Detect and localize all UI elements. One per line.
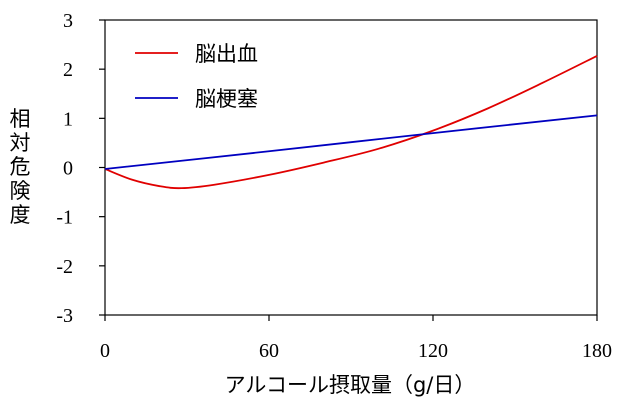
y-tick-label: 1 <box>63 108 73 130</box>
y-tick-label: -2 <box>56 256 73 278</box>
plot-border <box>104 19 598 316</box>
legend-label-1: 脳梗塞 <box>195 87 258 111</box>
series-lines <box>104 55 598 190</box>
y-tick-label: -3 <box>56 305 73 327</box>
y-tick-label: 3 <box>63 10 73 32</box>
x-tick-label: 180 <box>582 340 612 362</box>
legend-label-0: 脳出血 <box>195 42 258 66</box>
y-axis-title: 相対危険度 <box>10 107 31 227</box>
y-axis-title-text: 相対危険度 <box>10 107 31 227</box>
x-tick-label: 120 <box>418 340 448 362</box>
y-axis: 3 2 1 0 -1 -2 -3 <box>56 10 105 327</box>
y-tick-label: -1 <box>56 207 73 229</box>
x-tick-label: 0 <box>100 340 110 362</box>
plot-area <box>104 19 598 316</box>
x-tick-label: 60 <box>259 340 279 362</box>
y-tick-label: 0 <box>63 158 73 180</box>
series-line-1 <box>104 114 598 170</box>
x-axis-title: アルコール摂取量（g/日） <box>225 373 476 397</box>
x-axis: 0 60 120 180 <box>100 315 612 362</box>
series-line-0 <box>104 55 598 190</box>
y-tick-label: 2 <box>63 59 73 81</box>
